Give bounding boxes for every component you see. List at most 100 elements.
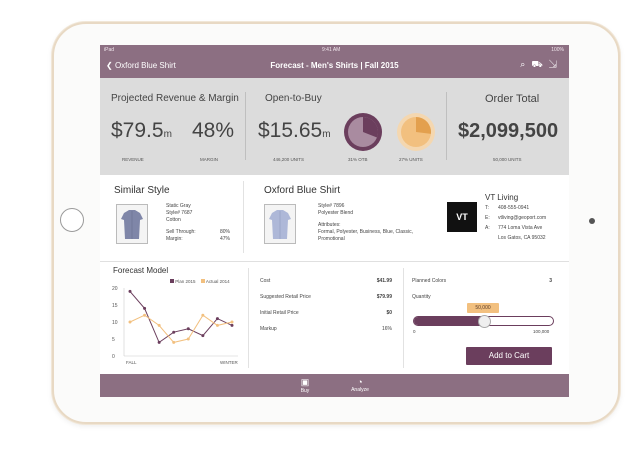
forecast-title: Forecast Model: [113, 266, 169, 275]
buy-icon: ▣: [300, 377, 310, 387]
x-start-label: FALL: [126, 360, 137, 365]
data-point: [201, 313, 205, 317]
add-to-cart-button[interactable]: Add to Cart: [466, 347, 552, 365]
data-point: [157, 340, 161, 344]
quantity-slider[interactable]: [413, 315, 554, 328]
vendor-contact: T: 408-555-0941 E: vtliving@geoport.com A:…: [485, 205, 547, 241]
similar-sell-through: Sell Through: 80%: [166, 229, 230, 235]
nav-bar: ❮ Oxford Blue Shirt Forecast - Men's Shi…: [100, 55, 569, 78]
export-icon[interactable]: ⇲: [548, 59, 563, 69]
home-button[interactable]: [60, 208, 84, 232]
similar-margin: Margin: 47%: [166, 236, 230, 242]
data-point: [128, 320, 132, 324]
data-point: [143, 306, 147, 310]
chevron-left-icon: ❮: [106, 61, 113, 70]
markup-row: Markup 16%: [260, 326, 392, 332]
y-tick-label: 20: [112, 286, 118, 292]
units-pie: [397, 113, 435, 151]
y-tick-label: 15: [112, 303, 118, 309]
camera-dot: [589, 218, 595, 224]
similar-shirt-image[interactable]: [116, 204, 148, 244]
legend-actual-label: Actual 2014: [205, 279, 230, 284]
legend-actual-swatch: [200, 279, 205, 283]
clock: 9:41 AM: [322, 47, 341, 53]
back-button[interactable]: ❮ Oxford Blue Shirt: [106, 61, 176, 70]
device-label: iPad: [104, 47, 115, 53]
slider-fill: [414, 317, 484, 325]
otb-units-caption: 446,200 UNITS: [273, 157, 305, 162]
data-point: [230, 320, 234, 324]
legend-plan-swatch: [170, 279, 174, 283]
app-screen: iPad 9:41 AM 100% ❮ Oxford Blue Shirt Fo…: [100, 45, 569, 397]
order-total-value: $2,099,500: [458, 120, 559, 142]
x-end-label: WINTER: [220, 360, 238, 365]
battery-label: 100%: [551, 47, 564, 53]
status-bar: iPad 9:41 AM 100%: [100, 45, 569, 55]
irp-row: Initial Retail Price $0: [260, 310, 392, 316]
data-point: [143, 313, 147, 317]
units-pie-slice: [416, 117, 431, 134]
divider: [245, 92, 246, 160]
product-shirt-image[interactable]: [264, 204, 296, 244]
legend-plan-label: Plan 2015: [175, 279, 196, 284]
cost-row: Cost $41.99: [260, 278, 392, 284]
data-point: [186, 337, 190, 341]
units-pct-caption: 27% UNITS: [399, 157, 423, 162]
back-label: Oxford Blue Shirt: [114, 61, 176, 70]
revenue-caption: REVENUE: [122, 157, 144, 162]
y-tick-label: 5: [112, 337, 115, 343]
otb-pct-caption: 31% OTB: [348, 157, 368, 162]
data-point: [201, 334, 205, 338]
otb-title: Open-to-Buy: [265, 93, 322, 104]
srp-row: Suggested Retail Price $79.99: [260, 294, 392, 300]
series-line-actual: [129, 314, 233, 343]
data-point: [172, 340, 176, 344]
data-point: [215, 323, 219, 327]
otb-pie: [344, 113, 382, 151]
data-point: [128, 289, 132, 293]
data-point: [215, 317, 219, 321]
margin-value: 48%: [192, 119, 235, 142]
data-point: [230, 323, 234, 327]
slider-knob[interactable]: [477, 315, 491, 328]
divider: [446, 92, 447, 160]
quantity-label: Quantity: [412, 294, 431, 300]
planned-colors-row: Planned Colors 3: [412, 278, 552, 284]
otb-pie-slice: [363, 117, 379, 138]
similar-info: Static Gray Style# 7687 Cotton: [166, 203, 193, 223]
forecast-chart: 0 5 10 15 20 FALL WINTER: [112, 286, 238, 365]
margin-caption: MARGIN: [200, 157, 218, 162]
product-title: Oxford Blue Shirt: [264, 185, 341, 196]
divider: [243, 181, 244, 253]
quantity-bubble: 50,000: [467, 303, 499, 313]
order-units-caption: 50,000 UNITS: [493, 157, 522, 162]
y-tick-label: 0: [112, 354, 115, 360]
slider-max: 100,000: [533, 329, 550, 334]
data-point: [157, 323, 161, 327]
series-line-plan: [129, 291, 233, 344]
vendor-logo: VT: [447, 202, 477, 232]
data-point: [172, 330, 176, 334]
tab-buy[interactable]: ▣ Buy: [293, 377, 317, 394]
otb-value: $15.65m: [258, 119, 331, 142]
projected-title: Projected Revenue & Margin: [111, 93, 239, 104]
tab-analyze[interactable]: ◔ Analyze: [348, 377, 372, 393]
revenue-value: $79.5m: [111, 119, 172, 142]
divider: [248, 268, 249, 368]
analyze-icon: ◔: [357, 377, 363, 387]
slider-min: 0: [413, 329, 416, 334]
forecast-legend: Plan 2015 Actual 2014: [170, 279, 230, 284]
data-point: [186, 327, 190, 331]
y-tick-label: 10: [112, 320, 118, 326]
similar-style-title: Similar Style: [114, 185, 170, 196]
kpi-panel: Projected Revenue & Margin $79.5m REVENU…: [100, 78, 569, 175]
page-title: Forecast - Men's Shirts | Fall 2015: [270, 61, 399, 70]
divider: [403, 268, 404, 368]
order-total-title: Order Total: [485, 93, 540, 105]
tab-bar: ▣ Buy ◔ Analyze: [100, 374, 569, 397]
search-icon[interactable]: ⌕: [520, 59, 532, 69]
vendor-name: VT Living: [485, 193, 519, 202]
details-row: Similar Style Static Gray Style# 7687 Cott…: [100, 175, 569, 262]
cart-icon[interactable]: ⛟: [531, 59, 549, 69]
product-info: Style# 7896 Polyester Blend Attributes: …: [318, 203, 414, 242]
